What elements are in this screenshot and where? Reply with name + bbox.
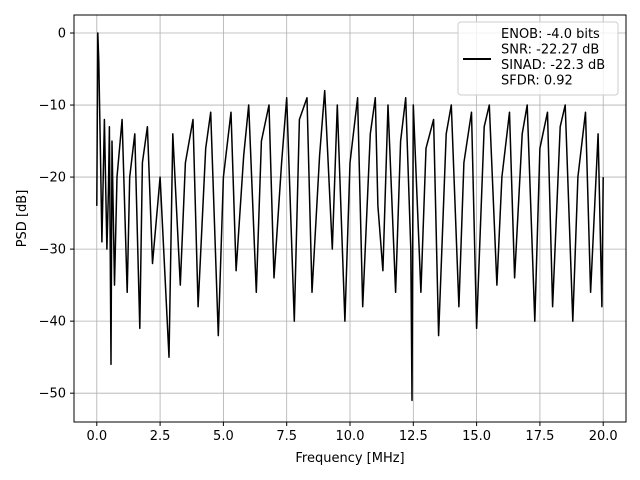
legend-snr: SNR: -22.27 dB [501, 43, 599, 58]
x-tick-label: 0.0 [86, 429, 107, 444]
y-axis-label: PSD [dB] [15, 190, 30, 248]
x-tick-label: 2.5 [150, 429, 171, 444]
y-tick-label: −40 [39, 315, 66, 330]
x-tick-label: 5.0 [213, 429, 234, 444]
legend-box [457, 21, 619, 96]
x-tick-label: 15.0 [462, 429, 491, 444]
x-tick-label: 17.5 [525, 429, 554, 444]
y-tick-label: −30 [39, 243, 66, 258]
y-tick-label: 0 [58, 27, 66, 42]
x-tick-label: 12.5 [399, 429, 428, 444]
x-tick-label: 7.5 [276, 429, 297, 444]
x-tick-label: 10.0 [336, 429, 365, 444]
x-axis-label: Frequency [MHz] [295, 451, 404, 466]
y-tick-label: −50 [39, 387, 66, 402]
legend-sfdr: SFDR: 0.92 [501, 74, 573, 89]
series-layer [96, 32, 604, 402]
legend-enob: ENOB: -4.0 bits [501, 27, 600, 42]
y-tick-label: −20 [39, 171, 66, 186]
y-tick-label: −10 [39, 99, 66, 114]
legend-sinad: SINAD: -22.3 dB [501, 58, 605, 73]
ticks: 0.0 2.5 5.0 7.5 10.0 12.5 15.0 17.5 20.0 0 −10 −20 −… [39, 27, 618, 444]
x-tick-label: 20.0 [589, 429, 618, 444]
psd-series-line [96, 32, 604, 402]
legend: ENOB: -4.0 bits SNR: -22.27 dB SINAD: -2… [457, 21, 619, 96]
